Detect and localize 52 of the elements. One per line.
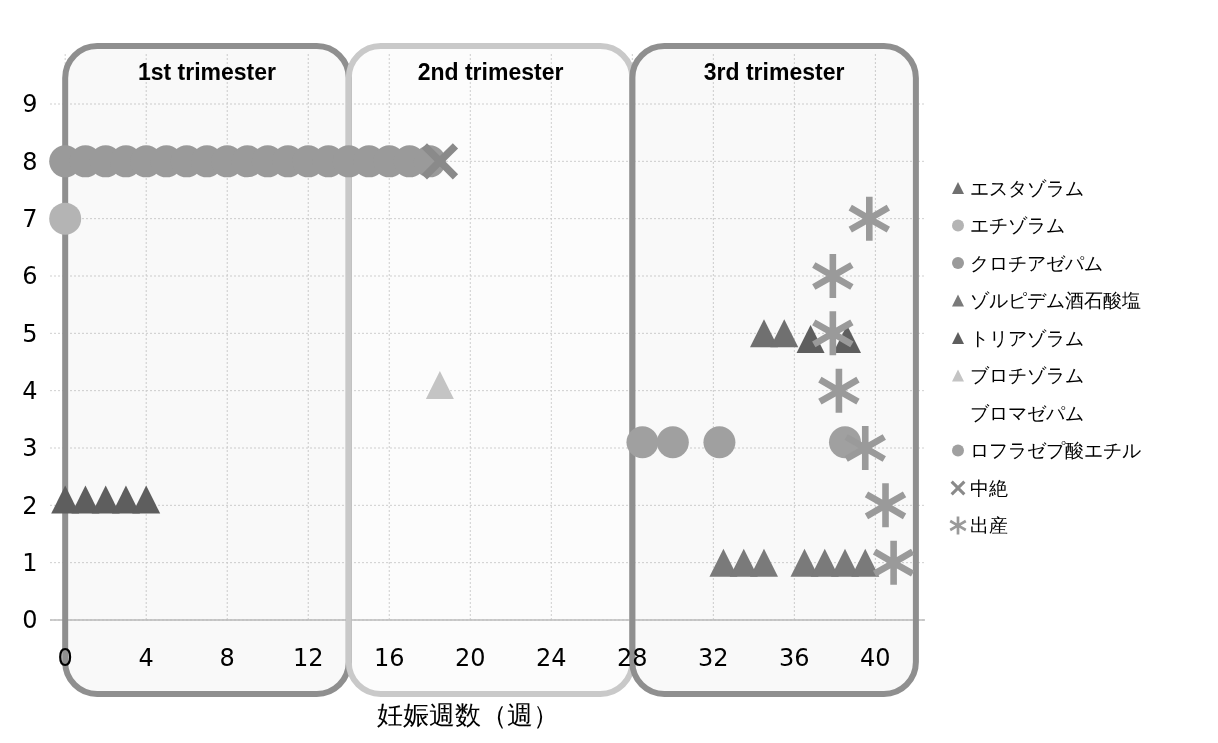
y-tick-label: 3: [22, 434, 38, 463]
y-tick-label: 7: [22, 205, 38, 234]
y-tick-label: 5: [22, 319, 38, 348]
legend-label: 中絶: [970, 476, 1008, 499]
x-tick-label: 40: [860, 644, 891, 672]
x-tick-label: 0: [57, 644, 73, 672]
y-tick-label: 8: [22, 147, 38, 176]
point: [49, 202, 82, 235]
point: [872, 540, 915, 585]
x-tick-label: 20: [455, 644, 486, 672]
legend-label: 出産: [970, 514, 1008, 537]
point: [132, 485, 161, 514]
point: [749, 548, 778, 577]
x-tick-label: 12: [292, 644, 324, 672]
point: [703, 426, 736, 459]
y-tick-label: 4: [22, 377, 38, 406]
point: [656, 426, 689, 459]
point: [864, 483, 907, 528]
legend-label: ゾルピデム酒石酸塩: [970, 289, 1141, 312]
x-tick-label: 36: [779, 644, 810, 672]
legend-label: ブロチゾラム: [970, 364, 1084, 387]
point: [770, 319, 799, 348]
x-tick-label: 28: [617, 644, 648, 672]
y-tick-label: 6: [22, 262, 38, 291]
y-tick-label: 2: [22, 491, 38, 520]
point: [425, 370, 454, 399]
point: [851, 548, 880, 577]
point: [848, 196, 890, 241]
band-label: 1st trimester: [137, 59, 277, 85]
text: ブロマゼパム: [970, 401, 1084, 424]
x-tick-label: 24: [536, 644, 567, 672]
legend-label: エチゾラム: [970, 214, 1065, 237]
point: [812, 311, 854, 356]
y-tick-label: 0: [22, 606, 38, 635]
legend-label: トリアゾラム: [970, 326, 1084, 349]
y-tick-label: 1: [22, 549, 38, 578]
x-axis-title: 妊娠週数（週）: [376, 700, 559, 730]
legend-label: ロフラゼプ酸エチル: [970, 439, 1141, 462]
x-tick-label: 4: [138, 644, 154, 672]
point: [818, 368, 860, 413]
point: [421, 143, 459, 180]
point: [844, 426, 886, 470]
y-tick-label: 9: [22, 90, 38, 119]
point: [626, 426, 659, 459]
x-tick-label: 8: [219, 644, 235, 672]
band-label: 2nd trimester: [417, 59, 564, 85]
legend-label: クロチアゼパム: [970, 251, 1103, 274]
point: [812, 254, 854, 298]
band-label: 3rd trimester: [703, 59, 845, 85]
x-tick-label: 32: [698, 644, 729, 672]
legend-label: エスタゾラム: [970, 176, 1084, 199]
x-tick-label: 16: [373, 644, 405, 672]
